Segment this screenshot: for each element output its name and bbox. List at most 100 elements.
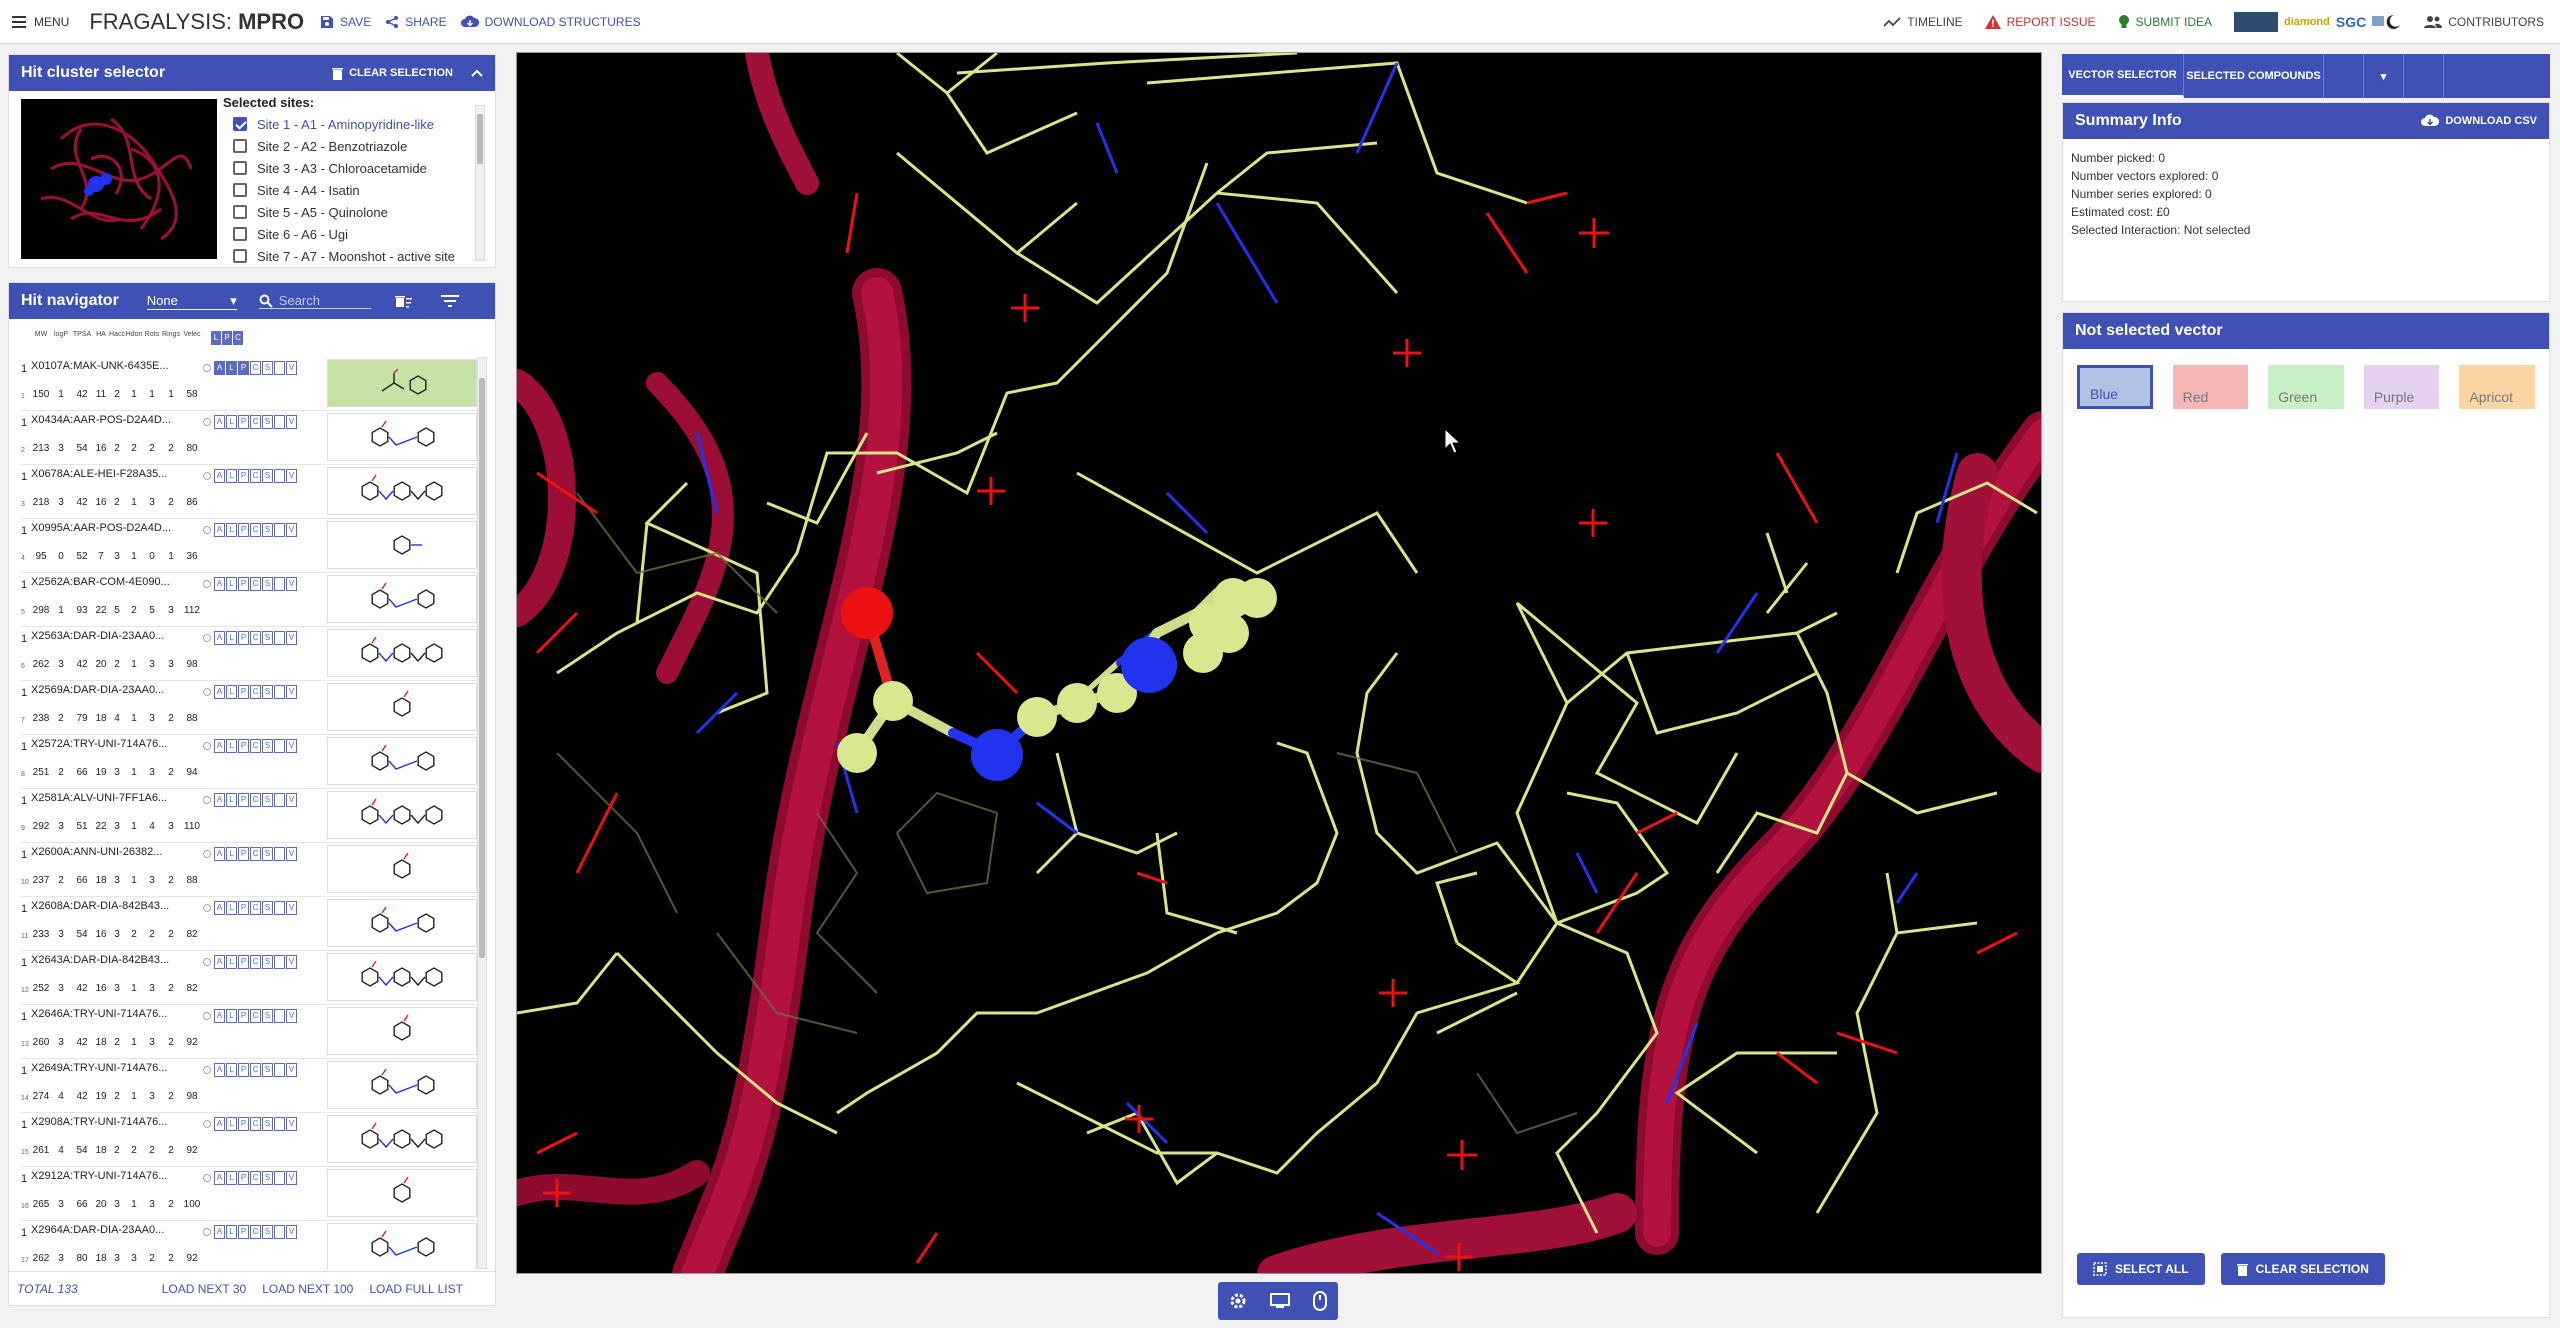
row-toggle-a[interactable]: A [214, 1117, 225, 1131]
share-button[interactable]: SHARE [385, 15, 447, 29]
cluster-thumbnail[interactable] [21, 99, 217, 259]
timeline-button[interactable]: TIMELINE [1883, 15, 1963, 29]
row-toggle-p[interactable]: P [238, 1009, 249, 1023]
download-csv-button[interactable]: DOWNLOAD CSV [2421, 114, 2537, 128]
row-toggle-c[interactable]: C [250, 1171, 261, 1185]
row-toggle-s[interactable]: S [262, 847, 273, 861]
column-header[interactable]: Hdon [125, 331, 143, 338]
row-toggle-l[interactable]: L [226, 631, 237, 645]
centre-on-icon[interactable] [203, 904, 211, 912]
column-header[interactable]: Velec [183, 331, 201, 338]
row-toggle-c[interactable]: C [250, 739, 261, 753]
hit-row[interactable]: 1 13 X2646A:TRY-UNI-714A76... 260 3 42 18 2 1 3 2 9… [21, 1005, 477, 1059]
row-toggle-s[interactable]: S [262, 1009, 273, 1023]
row-toggle-blank[interactable] [274, 847, 285, 861]
hit-row[interactable]: 1 4 X0995A:AAR-POS-D2A4D... 95 0 52 7 3 1 0 1 36 A L P… [21, 519, 477, 573]
row-toggle-a[interactable]: A [214, 793, 225, 807]
row-toggle-a[interactable]: A [214, 1225, 225, 1239]
centre-on-icon[interactable] [203, 1066, 211, 1074]
row-toggle-p[interactable]: P [238, 523, 249, 537]
hit-navigator-filter-select[interactable]: None ▾ [146, 293, 237, 310]
row-toggle-v[interactable]: V [286, 469, 297, 483]
row-toggle-s[interactable]: S [262, 631, 273, 645]
row-toggle-v[interactable]: V [286, 739, 297, 753]
hit-row[interactable]: 1 15 X2908A:TRY-UNI-714A76... 261 4 54 18 2 2 2 2 9… [21, 1113, 477, 1167]
lpc-toggle[interactable]: C [233, 331, 243, 345]
row-toggle-s[interactable]: S [262, 1117, 273, 1131]
cluster-clear-selection-button[interactable]: CLEAR SELECTION [332, 67, 453, 80]
lpc-toggle[interactable]: L [211, 331, 221, 345]
row-toggle-a[interactable]: A [214, 1063, 225, 1077]
molecule-3d-viewer[interactable] [516, 52, 2042, 1274]
row-toggle-s[interactable]: S [262, 685, 273, 699]
row-toggle-blank[interactable] [274, 631, 285, 645]
centre-on-icon[interactable] [203, 1174, 211, 1182]
row-toggle-p[interactable]: P [238, 1063, 249, 1077]
centre-on-icon[interactable] [203, 958, 211, 966]
site-checkbox-row[interactable]: Site 5 - A5 - Quinolone [223, 201, 485, 223]
row-toggle-v[interactable]: V [286, 685, 297, 699]
hit-row[interactable]: 1 3 X0678A:ALE-HEI-F28A35... 218 3 42 16 2 1 3 2 86… [21, 465, 477, 519]
column-header[interactable]: Hacc [109, 331, 125, 338]
row-toggle-a[interactable]: A [214, 1171, 225, 1185]
swatch-purple[interactable]: Purple [2363, 365, 2440, 409]
row-toggle-a[interactable]: A [214, 901, 225, 915]
row-toggle-v[interactable]: V [286, 955, 297, 969]
row-toggle-v[interactable]: V [286, 1117, 297, 1131]
row-molecule-image[interactable] [327, 521, 477, 569]
checked-checkbox-icon[interactable] [233, 117, 247, 131]
row-toggle-s[interactable]: S [262, 415, 273, 429]
row-molecule-image[interactable] [327, 1169, 477, 1217]
row-molecule-image[interactable] [327, 1223, 477, 1269]
row-toggle-c[interactable]: C [250, 1117, 261, 1131]
row-toggle-v[interactable]: V [286, 1171, 297, 1185]
checkbox-icon[interactable] [233, 139, 247, 153]
centre-on-icon[interactable] [203, 580, 211, 588]
tab-empty-1[interactable] [2324, 54, 2364, 98]
row-toggle-p[interactable]: P [238, 469, 249, 483]
row-toggle-v[interactable]: V [286, 1063, 297, 1077]
row-molecule-image[interactable] [327, 737, 477, 785]
row-toggle-a[interactable]: A [214, 1009, 225, 1023]
row-toggle-blank[interactable] [274, 523, 285, 537]
row-molecule-image[interactable] [327, 1007, 477, 1055]
hit-row[interactable]: 1 14 X2649A:TRY-UNI-714A76... 274 4 42 19 2 1 3 2 9… [21, 1059, 477, 1113]
row-toggle-l[interactable]: L [226, 739, 237, 753]
column-header[interactable]: logP [53, 331, 68, 338]
row-toggle-a[interactable]: A [214, 955, 225, 969]
row-toggle-a[interactable]: A [214, 523, 225, 537]
centre-on-icon[interactable] [203, 850, 211, 858]
row-toggle-l[interactable]: L [226, 793, 237, 807]
row-toggle-v[interactable]: V [286, 793, 297, 807]
hit-row[interactable]: 1 2 X0434A:AAR-POS-D2A4D... 213 3 54 16 2 2 2 2 80 A… [21, 411, 477, 465]
row-toggle-v[interactable]: V [286, 631, 297, 645]
swatch-red[interactable]: Red [2172, 365, 2249, 409]
checkbox-icon[interactable] [233, 227, 247, 241]
centre-on-icon[interactable] [203, 364, 211, 372]
settings-icon[interactable] [1229, 1292, 1247, 1310]
column-header[interactable]: Rings [162, 331, 180, 338]
row-toggle-c[interactable]: C [250, 793, 261, 807]
row-toggle-c[interactable]: C [250, 415, 261, 429]
download-structures-button[interactable]: DOWNLOAD STRUCTURES [460, 15, 641, 29]
row-toggle-blank[interactable] [274, 793, 285, 807]
delete-sweep-icon[interactable] [394, 294, 413, 308]
tab-vector-selector[interactable]: VECTOR SELECTOR [2062, 54, 2184, 98]
row-toggle-v[interactable]: V [286, 901, 297, 915]
hit-row[interactable]: 1 11 X2608A:DAR-DIA-842B43... 233 3 54 16 3 2 2 2 8… [21, 897, 477, 951]
row-toggle-c[interactable]: C [250, 1009, 261, 1023]
swatch-apricot[interactable]: Apricot [2459, 365, 2535, 409]
menu-button[interactable]: MENU [12, 15, 69, 29]
row-toggle-p[interactable]: P [238, 361, 249, 375]
load-next-100-button[interactable]: LOAD NEXT 100 [262, 1281, 354, 1296]
row-toggle-c[interactable]: C [250, 577, 261, 591]
row-toggle-blank[interactable] [274, 1009, 285, 1023]
row-molecule-image[interactable] [327, 467, 477, 515]
hit-row[interactable]: 1 12 X2643A:DAR-DIA-842B43... 252 3 42 16 3 1 3 2 8… [21, 951, 477, 1005]
centre-on-icon[interactable] [203, 418, 211, 426]
site-list-scrollbar[interactable] [475, 105, 485, 261]
row-toggle-p[interactable]: P [238, 1171, 249, 1185]
row-toggle-p[interactable]: P [238, 415, 249, 429]
row-toggle-s[interactable]: S [262, 793, 273, 807]
save-button[interactable]: SAVE [320, 15, 371, 29]
